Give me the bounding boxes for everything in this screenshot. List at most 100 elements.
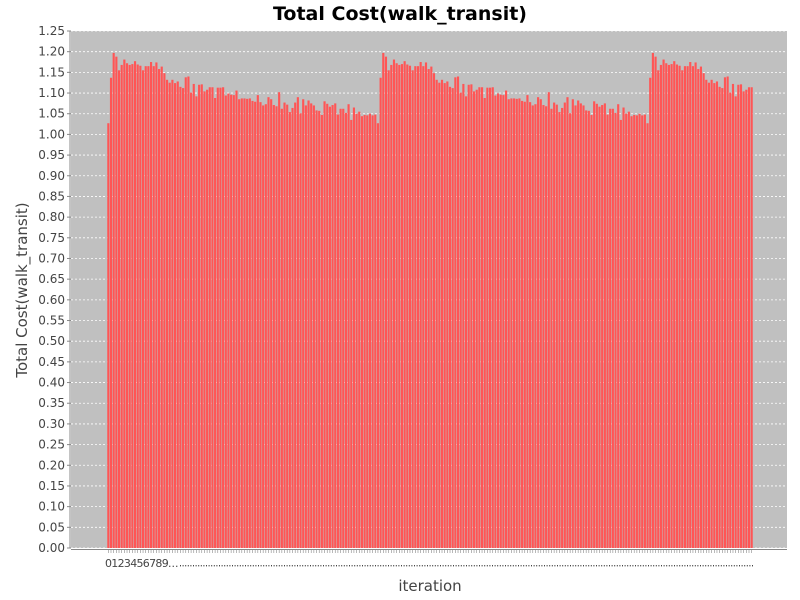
bar (673, 61, 676, 548)
x-tick-label-truncated (195, 565, 197, 567)
bar (715, 81, 719, 549)
bar (206, 89, 209, 548)
y-tick-label: 0.50 (38, 334, 65, 348)
x-axis: 0 1 2 3 4 5 6 7 8 9... (71, 549, 787, 570)
x-tick-label-truncated (518, 565, 519, 567)
x-tick-label-truncated (663, 565, 665, 567)
bar (467, 84, 470, 549)
x-tick-label-truncated (338, 565, 340, 567)
x-tick-label-truncated (455, 565, 457, 567)
x-tick-label-truncated (268, 565, 270, 567)
bar (729, 92, 732, 548)
x-tick-label-truncated (450, 565, 452, 567)
x-tick-label-truncated (325, 565, 327, 567)
bar (499, 94, 502, 548)
bar (497, 93, 500, 548)
bar (125, 63, 129, 548)
x-tick-label-truncated (723, 565, 725, 567)
y-tick-label: 1.05 (38, 107, 65, 121)
y-tick-label: 0.55 (38, 314, 65, 328)
x-tick-label-truncated (650, 565, 652, 567)
bar (694, 62, 697, 549)
bar (278, 92, 281, 549)
y-tick-label: 0.30 (38, 417, 65, 431)
bar (545, 106, 548, 548)
x-tick-label-truncated (538, 565, 540, 567)
x-tick-label-truncated (190, 565, 192, 567)
bar (462, 83, 465, 548)
x-tick-label-truncated (702, 565, 704, 567)
bar (566, 97, 569, 549)
bar (267, 97, 270, 549)
x-tick-label-truncated (614, 565, 616, 567)
x-tick-label-truncated (432, 565, 434, 567)
bar (291, 107, 294, 549)
bar (310, 103, 313, 548)
bar (422, 66, 425, 548)
x-tick-label-truncated (489, 565, 491, 567)
x-tick-label-truncated (294, 565, 296, 567)
x-tick-label-truncated (572, 565, 574, 567)
bar (702, 73, 705, 548)
x-tick-label-truncated (658, 565, 660, 567)
bar (416, 66, 420, 548)
bar (432, 73, 436, 548)
x-tick-label-truncated (302, 565, 304, 567)
bar (187, 76, 190, 548)
x-tick-label-truncated (536, 565, 538, 567)
bar (513, 98, 516, 549)
x-tick-label-truncated (507, 565, 509, 567)
x-tick-label-truncated (583, 565, 584, 567)
bar (304, 105, 307, 548)
bar (203, 91, 206, 548)
x-tick-label-truncated (749, 565, 751, 567)
x-tick-label: 5 (137, 557, 144, 570)
bar (737, 84, 740, 549)
bar (248, 98, 251, 549)
x-tick-label-truncated (458, 565, 460, 567)
x-tick-label-truncated (622, 565, 623, 567)
bar (635, 115, 638, 549)
bar (296, 97, 299, 549)
x-tick-label-truncated (382, 565, 384, 567)
bar (283, 102, 286, 549)
x-tick-label-truncated (356, 565, 358, 567)
bar (414, 66, 417, 548)
bar (603, 103, 606, 548)
bar (574, 105, 577, 548)
x-tick-label-truncated (421, 565, 423, 567)
x-tick-label: 7 (149, 557, 156, 570)
x-tick-label-truncated (255, 565, 257, 567)
x-tick-label-truncated (713, 565, 714, 567)
x-tick-label-truncated (567, 565, 569, 567)
bar (128, 64, 131, 549)
bar (374, 114, 377, 549)
x-tick-label-truncated (408, 565, 410, 567)
bar (483, 98, 486, 548)
bar (595, 103, 598, 548)
x-tick-label-truncated (468, 565, 470, 567)
bar (339, 108, 342, 548)
x-tick-label-truncated (208, 565, 210, 567)
x-tick-label-truncated (715, 565, 717, 567)
bar (227, 93, 230, 548)
bar (662, 59, 665, 548)
x-tick-label-truncated (473, 565, 475, 567)
bar (243, 98, 246, 549)
bar (400, 64, 404, 548)
bar (254, 101, 257, 548)
bar (633, 114, 636, 549)
x-tick-label-truncated (351, 565, 353, 567)
x-tick-label-truncated (315, 565, 317, 567)
bar (646, 123, 649, 548)
x-tick-label-truncated (494, 565, 496, 567)
x-tick-label-truncated (570, 565, 571, 567)
x-tick-label-truncated (705, 565, 707, 567)
bar (246, 98, 249, 548)
x-tick-label-truncated (697, 565, 699, 567)
bar (488, 87, 492, 548)
bar (179, 86, 182, 548)
bar (262, 105, 265, 548)
bar (550, 108, 553, 548)
x-tick-label-truncated (419, 565, 421, 567)
